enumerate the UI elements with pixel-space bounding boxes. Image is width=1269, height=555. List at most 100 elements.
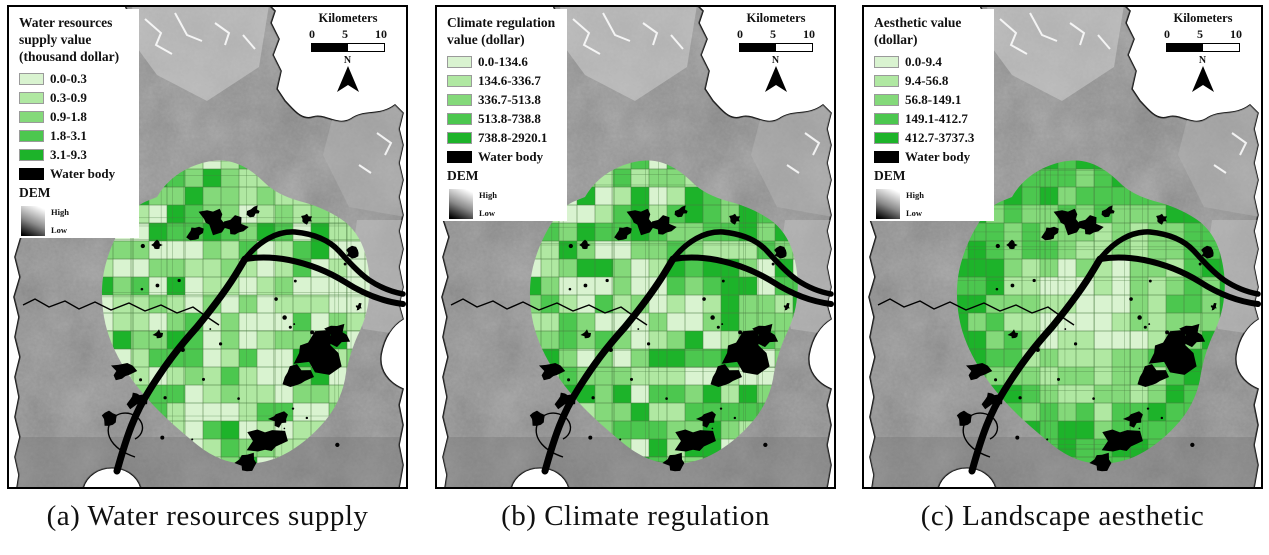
panel-caption-c: (c) Landscape aesthetic [920, 500, 1205, 532]
dem-gradient-labels: High Low [479, 189, 497, 219]
legend-class-row: 0.0-9.4 [874, 54, 992, 70]
class-color-swatch [447, 55, 472, 68]
class-color-swatch [874, 112, 899, 125]
map-canvas-b [435, 5, 836, 489]
scalebar-tick: 10 [803, 27, 815, 41]
legend-title-line: Climate regulation [447, 15, 556, 30]
map-panel-b: Climate regulation value (dollar) 0.0-13… [435, 5, 836, 533]
legend-class-row: 9.4-56.8 [874, 73, 992, 89]
class-range-label: 134.6-336.7 [478, 72, 541, 88]
scalebar-bar [739, 43, 813, 52]
scalebar-title: Kilometers [318, 11, 378, 25]
class-range-label: 336.7-513.8 [478, 91, 541, 107]
legend-water-body-row: Water body [19, 166, 137, 182]
scalebar-a: Kilometers 0 5 10 N [300, 11, 396, 97]
north-label: N [771, 55, 781, 66]
scalebar-c: Kilometers 0 5 10 N [1155, 11, 1251, 97]
legend-class-row: 149.1-412.7 [874, 111, 992, 127]
legend-c: Aesthetic value (dollar) 0.0-9.4 9.4-56.8… [866, 9, 994, 221]
scalebar-tick: 0 [309, 27, 315, 41]
legend-class-row: 0.3-0.9 [19, 90, 137, 106]
dem-label: DEM [874, 167, 906, 183]
legend-class-list: 0.0-9.4 9.4-56.8 56.8-149.1 149.1-412.7 412.… [874, 54, 992, 146]
legend-class-row: 513.8-738.8 [447, 111, 565, 127]
scalebar-b: Kilometers 0 5 10 N [728, 11, 824, 97]
dem-high-label: High [906, 189, 924, 200]
map-canvas-c [862, 5, 1263, 489]
dem-gradient: High Low [449, 188, 565, 219]
north-arrow-icon [765, 66, 787, 92]
legend-class-row: 3.1-9.3 [19, 147, 137, 163]
legend-title: Water resources supply value (thousand d… [19, 15, 137, 66]
class-range-label: 412.7-3737.3 [905, 129, 975, 145]
dem-gradient-labels: High Low [51, 206, 69, 236]
dem-gradient-swatch [21, 205, 45, 236]
legend-title-line: (dollar) [874, 31, 918, 47]
legend-a: Water resources supply value (thousand d… [11, 9, 139, 238]
legend-class-list: 0.0-134.6 134.6-336.7 336.7-513.8 513.8-738… [447, 54, 565, 146]
scalebar-title: Kilometers [746, 11, 806, 25]
water-body-label: Water body [478, 148, 544, 164]
class-range-label: 0.0-0.3 [50, 70, 87, 86]
map-panel-c: Aesthetic value (dollar) 0.0-9.4 9.4-56.8… [862, 5, 1263, 533]
scalebar-ticks: 0 5 10 [1164, 27, 1242, 42]
north-label: N [343, 55, 353, 66]
legend-class-row: 412.7-3737.3 [874, 130, 992, 146]
class-range-label: 513.8-738.8 [478, 110, 541, 126]
class-range-label: 56.8-149.1 [905, 91, 962, 107]
dem-gradient-swatch [876, 188, 900, 219]
legend-title-line: value (dollar) [447, 31, 525, 47]
scalebar-ticks: 0 5 10 [737, 27, 815, 42]
legend-class-list: 0.0-0.3 0.3-0.9 0.9-1.8 1.8-3.1 3.1-9.3 [19, 71, 137, 163]
class-color-swatch [447, 131, 472, 144]
class-color-swatch [19, 110, 44, 123]
scalebar-tick: 10 [1230, 27, 1242, 41]
dem-high-label: High [479, 189, 497, 200]
north-label: N [1198, 55, 1208, 66]
legend-class-row: 0.9-1.8 [19, 109, 137, 125]
legend-class-row: 0.0-0.3 [19, 71, 137, 87]
water-body-swatch [447, 150, 472, 163]
scalebar-tick: 10 [375, 27, 387, 41]
class-range-label: 0.0-134.6 [478, 53, 528, 69]
class-range-label: 3.1-9.3 [50, 146, 87, 162]
dem-gradient-swatch [449, 188, 473, 219]
class-color-swatch [874, 74, 899, 87]
dem-low-label: Low [479, 207, 496, 218]
legend-class-row: 0.0-134.6 [447, 54, 565, 70]
class-range-label: 9.4-56.8 [905, 72, 949, 88]
scalebar-title: Kilometers [1173, 11, 1233, 25]
legend-class-row: 336.7-513.8 [447, 92, 565, 108]
scalebar-tick: 0 [737, 27, 743, 41]
scalebar-tick: 5 [1197, 27, 1203, 41]
class-range-label: 0.0-9.4 [905, 53, 942, 69]
legend-title: Aesthetic value (dollar) [874, 15, 992, 49]
class-color-swatch [874, 55, 899, 68]
class-color-swatch [447, 112, 472, 125]
dem-gradient-labels: High Low [906, 189, 924, 219]
class-range-label: 738.8-2920.1 [478, 129, 548, 145]
class-range-label: 1.8-3.1 [50, 127, 87, 143]
map-b: Climate regulation value (dollar) 0.0-13… [435, 5, 836, 489]
dem-high-label: High [51, 206, 69, 217]
class-color-swatch [874, 93, 899, 106]
water-body-label: Water body [50, 165, 116, 181]
legend-water-body-row: Water body [447, 149, 565, 165]
legend-class-row: 134.6-336.7 [447, 73, 565, 89]
north-arrow-icon [1192, 66, 1214, 92]
scalebar-tick: 5 [770, 27, 776, 41]
legend-b: Climate regulation value (dollar) 0.0-13… [439, 9, 567, 221]
class-color-swatch [19, 129, 44, 142]
map-c: Aesthetic value (dollar) 0.0-9.4 9.4-56.8… [862, 5, 1263, 489]
class-color-swatch [19, 91, 44, 104]
legend-title-line: Water resources [19, 15, 113, 30]
scalebar-bar [311, 43, 385, 52]
scalebar-bar [1166, 43, 1240, 52]
class-color-swatch [447, 93, 472, 106]
class-range-label: 0.3-0.9 [50, 89, 87, 105]
class-color-swatch [19, 72, 44, 85]
dem-label: DEM [447, 167, 479, 183]
class-range-label: 149.1-412.7 [905, 110, 968, 126]
scalebar-tick: 5 [342, 27, 348, 41]
